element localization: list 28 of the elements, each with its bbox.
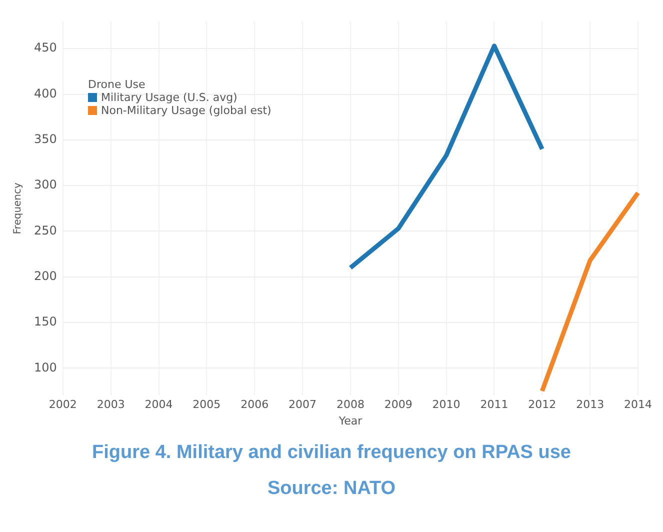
legend-label: Military Usage (U.S. avg) [101,91,238,104]
x-tick-label: 2003 [96,398,125,412]
x-tick-label: 2013 [576,398,604,412]
x-axis-title: Year [338,414,363,428]
y-tick-label: 450 [34,40,57,55]
y-axis-title: Frequency [12,182,24,234]
x-tick-label: 2007 [288,398,317,412]
y-tick-label: 100 [34,360,57,374]
x-tick-label: 2009 [384,398,412,412]
y-tick-label: 300 [34,178,57,192]
x-tick-label: 2011 [480,398,508,412]
x-tick-label: 2004 [144,398,173,412]
x-tick-label: 2002 [48,398,77,412]
y-tick-label: 350 [34,132,57,146]
x-tick-label: 2010 [432,398,460,412]
y-tick-label: 250 [34,223,57,238]
x-tick-label: 2006 [240,398,269,412]
caption: Figure 4. Military and civilian frequency on RPAS use [91,442,572,464]
legend-title: Drone Use [88,78,146,91]
x-tick-label: 2005 [192,398,221,412]
legend-label: Non-Military Usage (global est) [101,104,272,117]
x-tick-label: 2014 [624,398,652,412]
y-tick-label: 150 [34,314,57,329]
y-tick-label: 400 [34,86,57,100]
y-tick-label: 200 [34,269,57,284]
x-tick-label: 2008 [336,398,364,412]
x-tick-label: 2012 [528,398,556,412]
source-note: Source: NATO [266,478,397,500]
